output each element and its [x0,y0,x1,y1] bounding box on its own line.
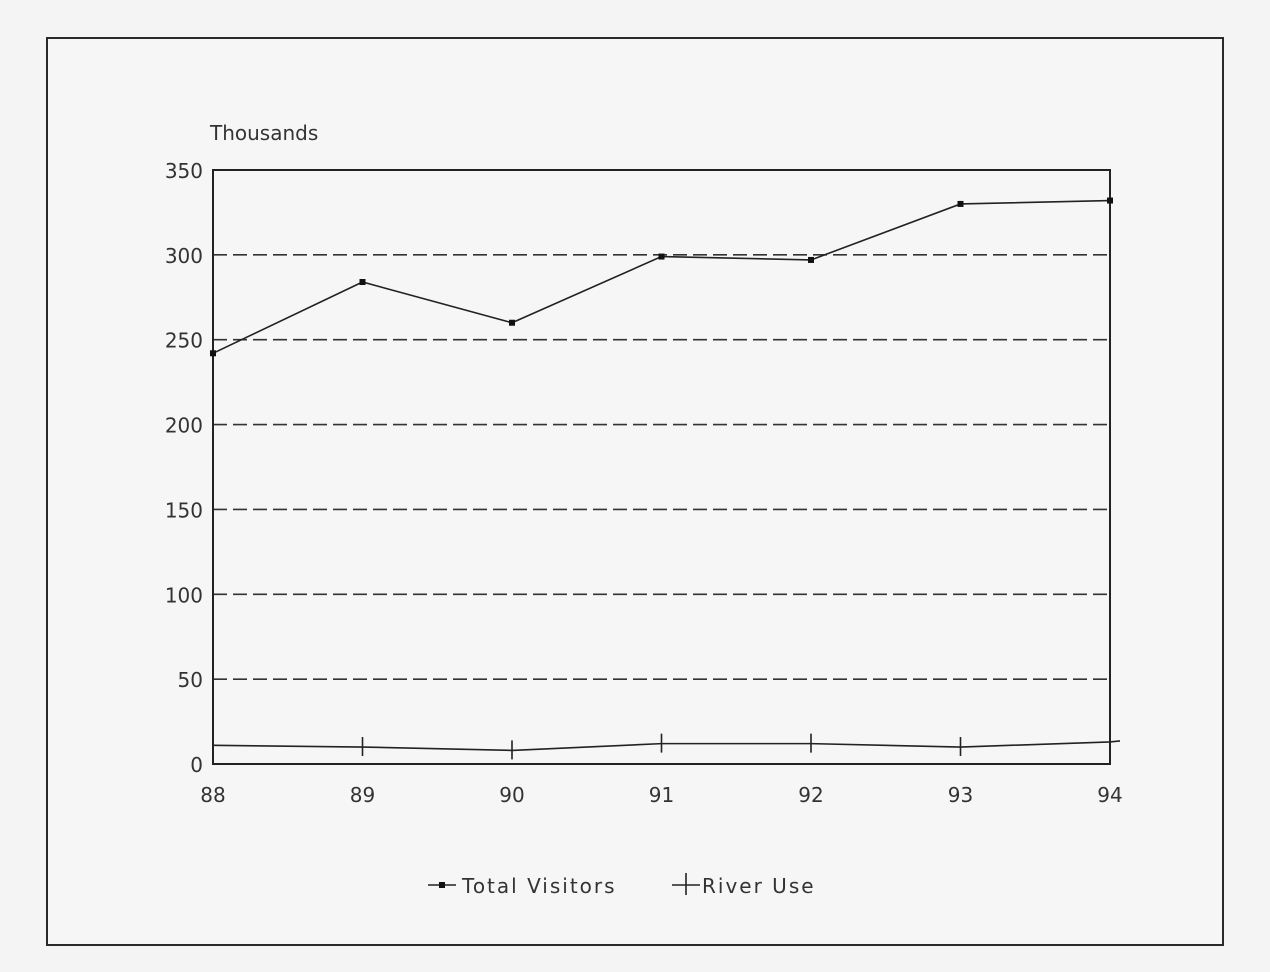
y-tick-label: 300 [165,244,203,268]
grid-lines [213,254,1110,680]
legend-label-1: Total Visitors [461,874,617,898]
y-tick-label: 200 [165,414,203,438]
x-tick-label: 90 [499,783,524,807]
x-tick-label: 93 [948,783,973,807]
x-tick-label: 89 [350,783,375,807]
x-tick-label: 88 [200,783,225,807]
x-axis: 88 89 90 91 92 93 94 [200,783,1122,807]
y-tick-label: 350 [165,159,203,183]
plot-area [212,169,1111,765]
data-point [210,350,216,357]
x-tick-label: 94 [1097,783,1122,807]
data-point [509,319,515,326]
chart-frame [46,37,1224,946]
series-line-2 [212,740,1121,752]
y-tick-label: 150 [165,498,203,522]
series-line-1 [212,199,1111,355]
data-point [359,279,366,286]
y-tick-label: 100 [165,583,203,607]
data-point [808,256,814,263]
y-tick-label: 250 [165,329,203,353]
data-point [1107,197,1113,204]
x-tick-label: 91 [649,783,674,807]
y-axis-label: Thousands [209,121,318,145]
legend-marker-1 [439,882,445,888]
x-tick-label: 92 [798,783,823,807]
legend-label-2: River Use [702,874,816,898]
series-layer [210,197,1121,760]
y-tick-label: 0 [190,753,203,777]
y-tick-label: 50 [178,668,203,692]
legend: Total Visitors River Use [428,873,816,898]
y-axis: 0 50 100 150 200 250 300 350 [165,159,203,777]
data-point [957,200,964,207]
data-point [658,253,665,260]
